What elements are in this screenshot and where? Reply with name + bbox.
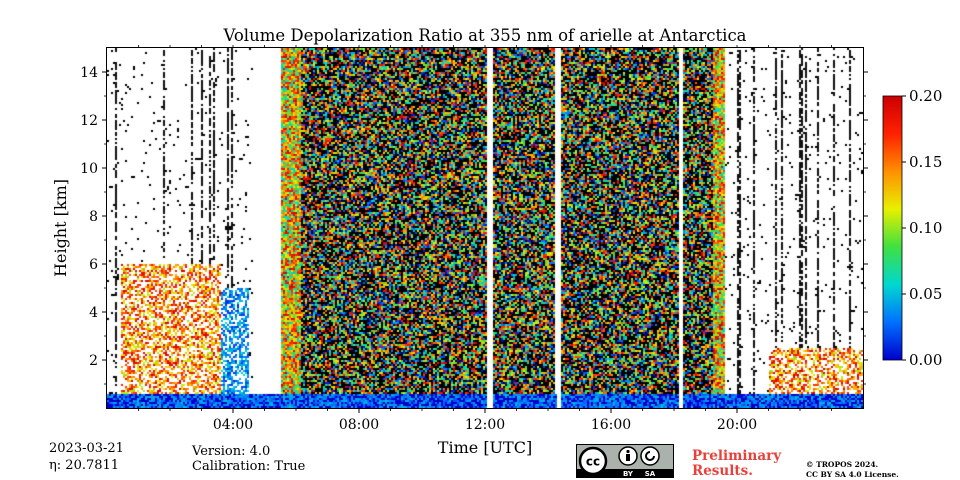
y-tick-label: 10 [80,161,98,177]
version-label: Version: 4.0 [192,444,271,459]
colorbar-tick-label: 0.10 [909,219,942,237]
y-axis: 2 4 6 8 10 12 14 [80,65,868,385]
colorbar-tick-label: 0.20 [909,87,942,105]
y-tick-label: 14 [80,65,98,81]
by-label: BY [623,470,634,478]
depolarization-heatmap [107,48,863,408]
x-tick-label: 20:00 [717,417,757,433]
copyright-line-2: CC BY SA 4.0 License. [806,470,899,479]
colorbar-tick-label: 0.05 [909,285,942,303]
chart-title: Volume Depolarization Ratio at 355 nm of… [222,26,746,45]
preliminary-line-1: Preliminary [692,448,782,464]
cc-badge-text: cc [586,455,600,469]
x-axis-label: Time [UTC] [438,438,532,457]
copyright-note: © TROPOS 2024. CC BY SA 4.0 License. [806,460,899,480]
colorbar-tick-label: 0.00 [909,351,942,369]
cc-by-sa-license-badge: cc BY SA [576,444,674,478]
share-alike-icon [640,446,660,466]
sa-label: SA [645,470,656,478]
preliminary-results-note: Preliminary Results. [692,449,781,479]
colorbar: 0.00 0.05 0.10 0.15 0.20 [882,87,942,369]
x-tick-label: 08:00 [339,417,379,433]
y-tick-label: 8 [89,209,98,225]
eta-label: η: 20.7811 [49,458,120,473]
preliminary-line-2: Results. [692,463,753,479]
copyright-line-1: © TROPOS 2024. [806,460,879,469]
heatmap-image [107,48,863,408]
x-tick-label: 04:00 [213,417,253,433]
colorbar-gradient [882,95,903,361]
y-tick-label: 12 [80,113,98,129]
cc-icon [578,446,608,476]
colorbar-ticks: 0.00 0.05 0.10 0.15 0.20 [902,87,942,369]
date-label: 2023-03-21 [49,441,124,456]
y-tick-label: 6 [89,257,98,273]
x-axis: 04:00 08:00 12:00 16:00 20:00 [138,45,832,433]
x-tick-label: 12:00 [465,417,505,433]
colorbar-tick-label: 0.15 [909,153,942,171]
calibration-label: Calibration: True [192,459,306,474]
y-axis-label: Height [km] [51,179,70,277]
x-tick-label: 16:00 [591,417,631,433]
plot-area [106,47,864,409]
y-tick-label: 2 [89,353,98,369]
y-tick-label: 4 [89,305,98,321]
